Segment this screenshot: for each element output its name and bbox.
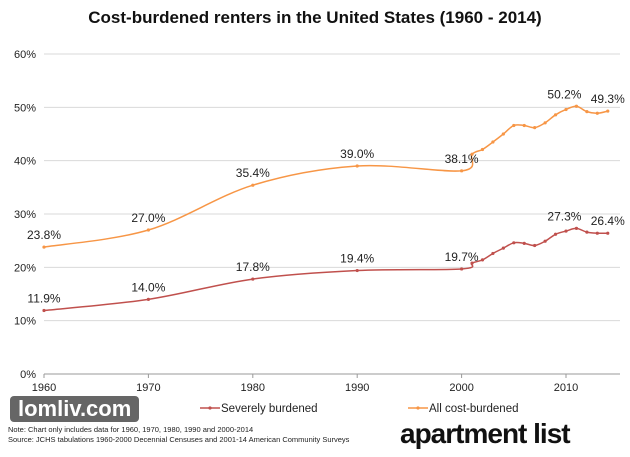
data-point <box>501 132 505 136</box>
chart-source: Source: JCHS tabulations 1960-2000 Decen… <box>8 435 350 444</box>
data-point <box>543 239 547 243</box>
data-label: 14.0% <box>131 280 165 294</box>
data-point <box>553 232 558 236</box>
x-tick-label: 1980 <box>241 382 265 394</box>
data-point <box>543 121 547 125</box>
data-point <box>522 241 526 245</box>
series-line-1 <box>43 105 608 248</box>
y-tick-label: 0% <box>20 369 36 381</box>
data-label: 35.4% <box>236 166 270 180</box>
data-point <box>564 229 568 233</box>
data-point <box>491 140 495 144</box>
data-point <box>251 183 255 187</box>
data-point <box>470 261 474 265</box>
data-point <box>501 246 505 250</box>
watermark: lomliv.com <box>10 396 140 422</box>
legend-label: Severely burdened <box>221 403 318 415</box>
y-tick-label: 50% <box>14 102 36 114</box>
data-label: 38.1% <box>445 152 479 166</box>
data-point <box>512 241 516 245</box>
y-tick-label: 10% <box>14 316 36 328</box>
data-point <box>146 297 150 301</box>
x-tick-label: 1990 <box>345 382 369 394</box>
data-point <box>533 243 537 248</box>
legend-marker <box>208 406 212 410</box>
data-point <box>251 277 255 281</box>
data-label: 26.4% <box>591 214 625 228</box>
data-label: 39.0% <box>340 147 374 161</box>
data-point <box>146 228 150 232</box>
data-point <box>585 230 589 234</box>
data-point <box>574 226 579 231</box>
data-point <box>480 258 485 262</box>
data-point <box>533 126 537 130</box>
data-point <box>595 111 599 115</box>
data-point <box>564 107 568 112</box>
data-point <box>355 164 359 168</box>
apartment-list-logo: apartment list <box>400 418 571 449</box>
data-point <box>574 104 579 108</box>
data-point <box>480 147 485 152</box>
chart-title: Cost-burdened renters in the United Stat… <box>88 8 542 27</box>
y-tick-label: 20% <box>14 262 36 274</box>
data-point <box>606 231 610 235</box>
data-label: 50.2% <box>547 87 581 101</box>
data-label: 23.8% <box>27 228 61 242</box>
data-point <box>606 109 610 113</box>
data-label: 27.0% <box>131 211 165 225</box>
y-tick-label: 60% <box>14 49 36 61</box>
y-tick-label: 40% <box>14 156 36 168</box>
x-tick-label: 2000 <box>449 382 473 394</box>
data-point <box>595 231 599 235</box>
data-point <box>460 267 464 271</box>
data-label: 49.3% <box>591 92 625 106</box>
data-point <box>585 110 589 114</box>
data-point <box>460 169 464 173</box>
data-label: 27.3% <box>547 209 581 223</box>
data-point <box>355 268 359 273</box>
data-label: 19.7% <box>445 250 479 264</box>
data-point <box>42 308 46 313</box>
data-label: 19.4% <box>340 252 374 266</box>
chart-note: Note: Chart only includes data for 1960,… <box>8 425 254 434</box>
series-line-0 <box>43 227 608 312</box>
y-tick-label: 30% <box>14 209 36 221</box>
data-point <box>42 245 46 249</box>
x-tick-label: 1960 <box>32 382 56 394</box>
data-point <box>491 251 495 256</box>
x-tick-label: 1970 <box>136 382 160 394</box>
legend-label: All cost-burdened <box>429 403 519 415</box>
data-point <box>522 123 526 128</box>
x-tick-label: 2010 <box>554 382 578 394</box>
data-point <box>470 152 474 156</box>
data-label: 11.9% <box>27 292 60 306</box>
data-point <box>553 113 558 117</box>
legend-marker <box>416 406 420 410</box>
data-label: 17.8% <box>236 260 270 274</box>
data-point <box>512 123 516 128</box>
